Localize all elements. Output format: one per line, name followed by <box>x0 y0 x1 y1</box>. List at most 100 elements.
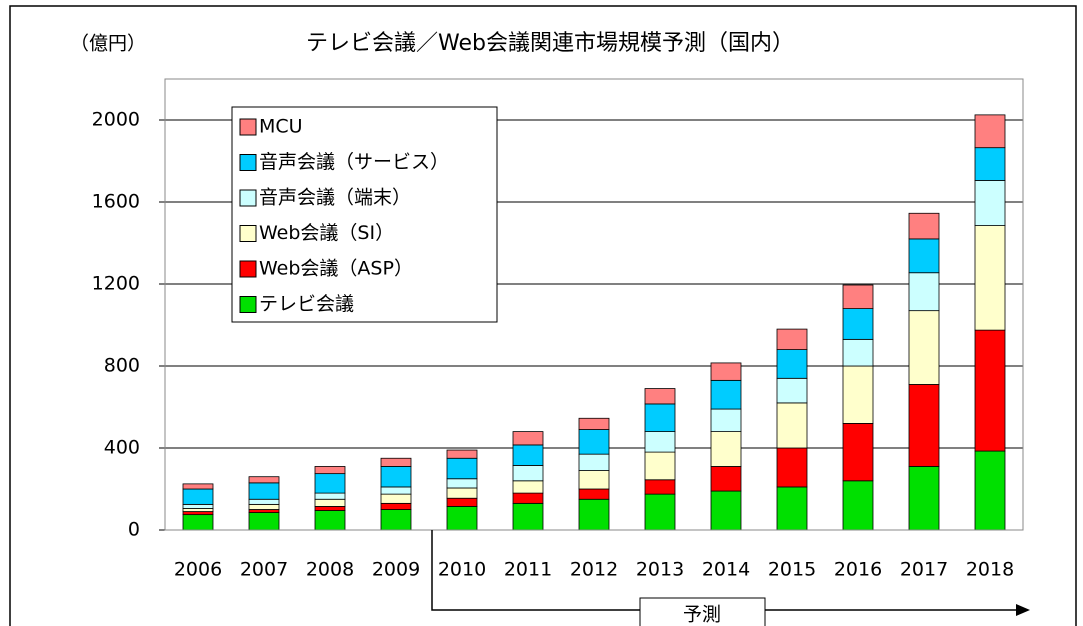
bar-segment <box>974 450 1006 531</box>
y-tick-label: 1600 <box>92 191 140 213</box>
bar-segment <box>710 490 742 531</box>
x-tick-label: 2009 <box>372 559 420 581</box>
bar-segment <box>908 466 940 531</box>
bar-segment <box>380 493 412 504</box>
x-tick-label: 2017 <box>900 559 948 581</box>
bar-segment <box>182 488 214 505</box>
bar-segment <box>842 338 874 367</box>
bar-segment <box>446 478 478 489</box>
y-tick-label: 400 <box>104 437 140 459</box>
bar-segment <box>512 431 544 446</box>
bar-segment <box>776 486 808 531</box>
bar-segment <box>644 388 676 405</box>
legend-label: Web会議（ASP） <box>259 258 413 280</box>
bar-segment <box>512 492 544 504</box>
bar-segment <box>380 466 412 488</box>
legend-swatch <box>239 118 257 136</box>
bar-segment <box>578 429 610 455</box>
bar-segment <box>710 466 742 492</box>
bar-segment <box>248 498 280 505</box>
x-tick-label: 2006 <box>174 559 222 581</box>
bar-segment <box>380 509 412 531</box>
y-axis-label: （億円） <box>70 33 146 55</box>
bar-segment <box>710 362 742 381</box>
bar-segment <box>182 511 214 516</box>
bar-segment <box>644 493 676 531</box>
x-tick-label: 2018 <box>966 559 1014 581</box>
bar-segment <box>248 509 280 513</box>
bar-segment <box>248 503 280 510</box>
x-tick-label: 2013 <box>636 559 684 581</box>
bar-segment <box>182 483 214 490</box>
bar-segment <box>974 180 1006 226</box>
bar-segment <box>776 447 808 488</box>
bar-segment <box>578 417 610 430</box>
bar-segment <box>644 403 676 432</box>
legend-label: Web会議（SI） <box>259 222 394 244</box>
bar-segment <box>842 308 874 340</box>
bar-segment <box>380 486 412 495</box>
bar-segment <box>578 453 610 471</box>
bar-segment <box>512 444 544 466</box>
bar-segment <box>446 457 478 480</box>
arrow-head <box>1016 604 1030 616</box>
bar-segment <box>644 431 676 453</box>
legend-label: MCU <box>259 116 303 138</box>
forecast-arrow <box>431 530 1020 611</box>
bar-segment <box>776 402 808 449</box>
bar-segment <box>908 272 940 312</box>
bar-segment <box>314 498 346 507</box>
bar-segment <box>776 349 808 379</box>
bar-segment <box>446 497 478 507</box>
x-tick-label: 2014 <box>702 559 750 581</box>
annotation: 予測 <box>683 604 721 626</box>
bar-segment <box>710 408 742 432</box>
bar-segment <box>512 465 544 482</box>
bar-segment <box>182 503 214 509</box>
bar-segment <box>644 479 676 495</box>
bar-segment <box>446 449 478 459</box>
bar-segment <box>578 498 610 531</box>
legend-swatch <box>239 154 257 171</box>
legend-swatch <box>239 296 257 313</box>
bar-segment <box>644 451 676 481</box>
bar-segment <box>578 488 610 500</box>
bar-segment <box>248 512 280 531</box>
bar-segment <box>380 502 412 510</box>
bar-segment <box>446 487 478 499</box>
bar-segment <box>182 508 214 512</box>
bar-segment <box>710 431 742 467</box>
bar-segment <box>380 457 412 467</box>
x-tick-label: 2015 <box>768 559 816 581</box>
y-tick-label: 1200 <box>92 273 140 295</box>
bar-segment <box>974 329 1006 452</box>
bar-segment <box>512 502 544 531</box>
bar-segment <box>908 238 940 274</box>
x-tick-label: 2012 <box>570 559 618 581</box>
annotation-box <box>639 597 766 626</box>
x-tick-label: 2007 <box>240 559 288 581</box>
bar-segment <box>710 379 742 410</box>
legend-label: 音声会議（端末） <box>259 187 411 209</box>
y-tick-label: 800 <box>104 355 140 377</box>
bar-segment <box>908 310 940 385</box>
bar-segment <box>446 506 478 531</box>
bar-segment <box>974 114 1006 149</box>
x-tick-label: 2011 <box>504 559 552 581</box>
bar-segment <box>314 473 346 494</box>
x-tick-label: 2016 <box>834 559 882 581</box>
bar-segment <box>512 480 544 494</box>
legend-label: 音声会議（サービス） <box>259 151 449 173</box>
bar-segment <box>776 328 808 351</box>
frame <box>9 5 1077 626</box>
x-tick-label: 2010 <box>438 559 486 581</box>
y-tick-label: 0 <box>128 519 140 541</box>
bar-segment <box>248 482 280 500</box>
bar-segment <box>314 510 346 531</box>
legend-box <box>231 106 498 323</box>
bar-segment <box>248 476 280 484</box>
bar-segment <box>908 384 940 467</box>
bar-segment <box>908 212 940 240</box>
bar-segment <box>842 284 874 309</box>
